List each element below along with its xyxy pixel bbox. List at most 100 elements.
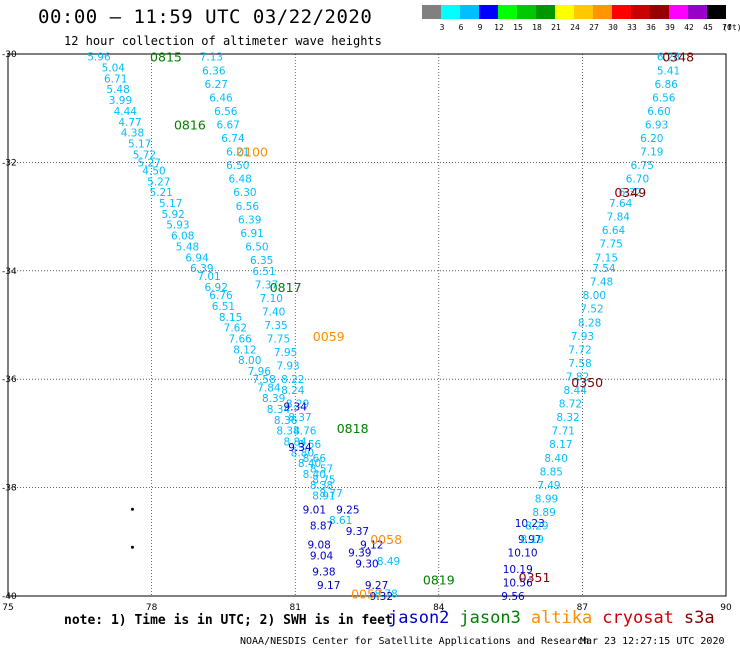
color-scale-cell xyxy=(555,5,574,19)
wave-height-value: 8.49 xyxy=(377,556,400,568)
color-scale-cell xyxy=(650,5,669,19)
color-scale-label: 3 xyxy=(439,23,445,32)
wave-height-value: 4.44 xyxy=(114,106,138,118)
wave-height-value: 5.93 xyxy=(166,220,189,232)
pass-time-label: 0100 xyxy=(236,145,268,160)
wave-height-value: 8.91 xyxy=(312,491,335,503)
wave-height-value: 6.67 xyxy=(216,119,239,131)
pass-time-label: 0818 xyxy=(337,421,369,436)
wave-height-value: 3.99 xyxy=(109,95,132,107)
wave-height-value: 4.77 xyxy=(118,117,141,129)
wave-height-value: 7.52 xyxy=(580,304,603,316)
pass-time-label: 0349 xyxy=(614,185,646,200)
color-scale-cell xyxy=(669,5,688,19)
x-tick-label: 90 xyxy=(720,603,732,613)
wave-height-value: 6.51 xyxy=(212,301,235,313)
wave-height-value: 7.15 xyxy=(595,252,618,264)
wave-height-value: 4.38 xyxy=(121,128,144,140)
page-title: 00:00 – 11:59 UTC 03/22/2020 xyxy=(38,6,373,28)
wave-height-value: 8.00 xyxy=(583,290,606,302)
wave-height-value: 9.34 xyxy=(284,401,308,413)
color-scale-label: 9 xyxy=(477,23,483,32)
pass-time-label: 0058 xyxy=(370,532,402,547)
wave-height-value: 8.28 xyxy=(578,317,601,329)
color-scale-cell xyxy=(536,5,555,19)
color-scale-cell xyxy=(631,5,650,19)
wave-height-value: 8.34 xyxy=(276,426,300,438)
wave-height-value: 7.35 xyxy=(264,320,287,332)
note-text: note: 1) Time is in UTC; 2) SWH is in fe… xyxy=(64,613,393,628)
wave-height-value: 8.87 xyxy=(310,521,333,533)
wave-height-value: 8.99 xyxy=(535,493,558,505)
x-tick-label: 87 xyxy=(577,603,588,613)
wave-height-value: 6.39 xyxy=(190,263,213,275)
color-scale-label: 39 xyxy=(665,23,675,32)
wave-height-value: 8.39 xyxy=(262,393,285,405)
wave-height-value: 5.41 xyxy=(657,65,680,77)
wave-height-value: 9.30 xyxy=(355,558,378,570)
color-scale-cell xyxy=(574,5,593,19)
wave-height-value: 7.01 xyxy=(197,271,220,283)
wave-height-value: 6.93 xyxy=(645,119,668,131)
wave-height-value: 8.36 xyxy=(274,415,298,427)
wave-height-value: 5.72 xyxy=(133,149,156,161)
pass-time-label: 0059 xyxy=(313,329,345,344)
wave-height-value: 10.19 xyxy=(503,564,533,576)
wave-height-value: 6.74 xyxy=(221,133,245,145)
wave-height-value: 6.75 xyxy=(631,160,654,172)
color-scale-cell xyxy=(517,5,536,19)
wave-height-value: 6.56 xyxy=(652,92,676,104)
wave-height-value: 7.54 xyxy=(592,263,616,275)
wave-height-value: 9.34 xyxy=(288,442,312,454)
wave-height-value: 7.95 xyxy=(274,347,297,359)
x-tick-label: 78 xyxy=(146,603,158,613)
land-marker xyxy=(130,507,134,511)
wave-height-value: 6.76 xyxy=(209,290,233,302)
wave-height-value: 9.08 xyxy=(307,540,330,552)
wave-height-value: 7.96 xyxy=(248,366,272,378)
x-tick-label: 84 xyxy=(433,603,445,613)
wave-height-value: 7.13 xyxy=(200,52,223,64)
color-scale-cell xyxy=(612,5,631,19)
wave-height-value: 7.49 xyxy=(537,480,560,492)
wave-height-value: 6.21 xyxy=(226,147,249,159)
pass-time-label: 0057 xyxy=(351,586,383,601)
land-marker xyxy=(130,545,134,549)
color-scale-label: 30 xyxy=(608,23,618,32)
pass-time-label: 0351 xyxy=(519,570,551,585)
wave-height-value: 8.84 xyxy=(284,437,308,449)
wave-height-value: 6.71 xyxy=(104,73,127,85)
wave-height-value: 8.12 xyxy=(233,344,256,356)
wave-height-value: 8.75 xyxy=(312,474,335,486)
page-subtitle: 12 hour collection of altimeter wave hei… xyxy=(64,34,382,48)
y-tick-label: -40 xyxy=(2,592,17,602)
wave-height-value: 8.22 xyxy=(281,374,304,386)
color-scale-label: 33 xyxy=(627,23,637,32)
wave-height-value: 6.56 xyxy=(236,201,260,213)
legend-entry: jason2 xyxy=(388,608,450,628)
wave-height-value: 8.15 xyxy=(219,312,242,324)
wave-height-value: 9.27 xyxy=(365,580,388,592)
wave-height-value: 8.40 xyxy=(544,453,567,465)
wave-height-value: 7.40 xyxy=(262,306,285,318)
wave-height-value: 7.93 xyxy=(571,331,594,343)
wave-height-value: 7.64 xyxy=(609,198,633,210)
x-tick-label: 75 xyxy=(2,603,13,613)
wave-height-value: 7.84 xyxy=(607,212,631,224)
wave-height-value: 7.66 xyxy=(228,334,252,346)
pass-time-label: 0350 xyxy=(571,375,603,390)
color-scale-cell xyxy=(422,5,441,19)
wave-height-value: 8.40 xyxy=(298,458,321,470)
wave-height-value: 7.75 xyxy=(267,334,290,346)
wave-height-value: 8.80 xyxy=(291,447,314,459)
color-scale-cell xyxy=(479,5,498,19)
wave-height-value: 7.71 xyxy=(552,426,575,438)
wave-height-value: 9.97 xyxy=(518,534,541,546)
color-scale-label: 45 xyxy=(703,23,713,32)
wave-height-value: 9.25 xyxy=(336,504,359,516)
wave-height-value: 5.48 xyxy=(176,241,199,253)
wave-height-value: 7.82 xyxy=(566,371,589,383)
y-tick-label: -36 xyxy=(2,375,17,385)
wave-height-value: 8.37 xyxy=(288,412,311,424)
wave-height-value: 9.04 xyxy=(310,550,334,562)
